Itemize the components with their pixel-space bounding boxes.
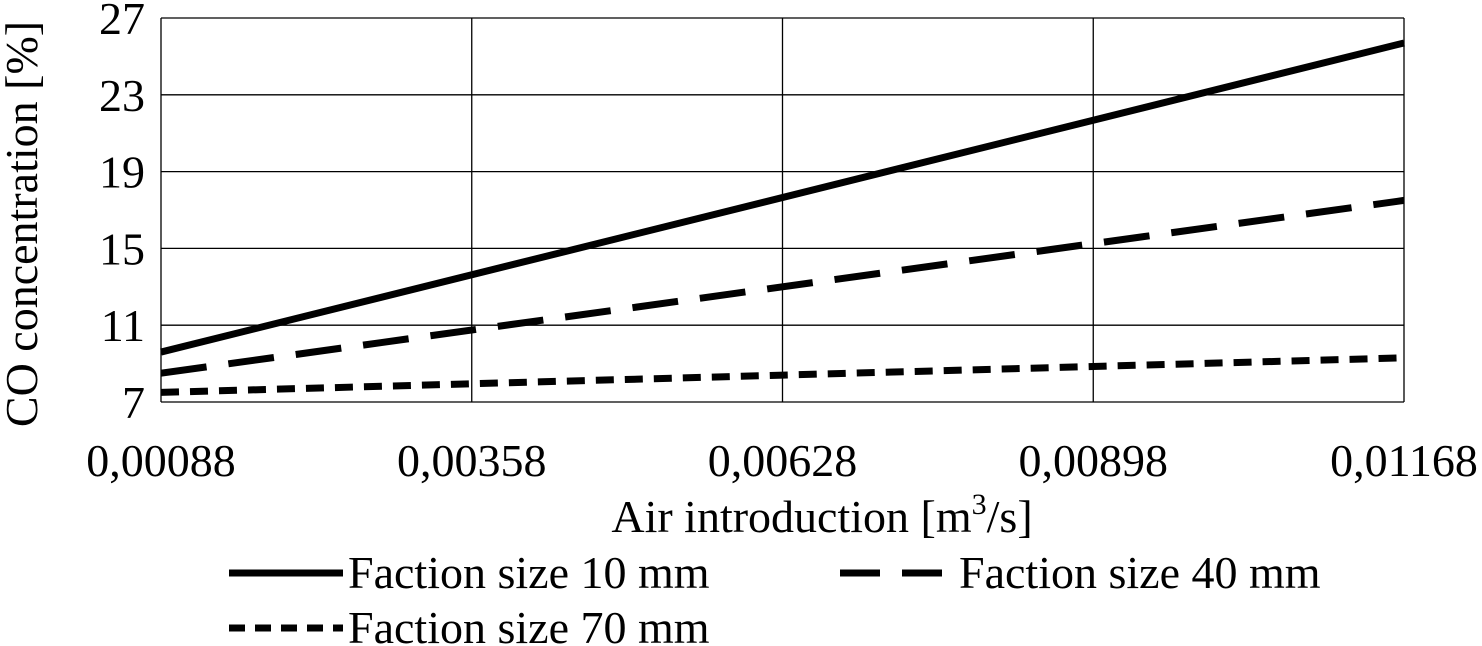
x-axis-title-suffix: /s] bbox=[987, 491, 1033, 542]
y-axis-title: CO concentration [%] bbox=[0, 21, 47, 427]
x-tick-label: 0,00088 bbox=[86, 435, 236, 486]
x-axis-title: Air introduction [m3/s] bbox=[611, 488, 1032, 542]
x-tick-label: 0,00358 bbox=[397, 435, 547, 486]
x-axis-title-superscript: 3 bbox=[972, 488, 987, 521]
y-axis-ticks: 7 11 15 19 23 27 bbox=[99, 0, 145, 428]
legend-label-3: Faction size 70 mm bbox=[348, 602, 710, 646]
series-line-1 bbox=[160, 39, 1405, 356]
x-tick-label: 0,00898 bbox=[1019, 435, 1169, 486]
legend: Faction size 10 mm Faction size 40 mm Fact… bbox=[229, 547, 1321, 646]
y-tick-label: 7 bbox=[122, 377, 145, 428]
y-tick-label: 15 bbox=[99, 223, 145, 274]
series-lines bbox=[160, 39, 1405, 396]
y-tick-label: 11 bbox=[101, 300, 145, 351]
x-tick-label: 0,00628 bbox=[708, 435, 858, 486]
grid bbox=[160, 17, 1405, 403]
legend-label-1: Faction size 10 mm bbox=[348, 547, 710, 598]
series-line-3 bbox=[160, 354, 1405, 396]
x-axis-title-prefix: Air introduction [m bbox=[611, 491, 971, 542]
legend-label-2: Faction size 40 mm bbox=[959, 547, 1321, 598]
y-tick-label: 23 bbox=[99, 70, 145, 121]
series-line-2 bbox=[160, 196, 1405, 377]
x-axis-ticks: 0,00088 0,00358 0,00628 0,00898 0,01168 bbox=[86, 435, 1478, 486]
x-tick-label: 0,01168 bbox=[1330, 435, 1478, 486]
y-tick-label: 27 bbox=[99, 0, 145, 44]
y-tick-label: 19 bbox=[99, 147, 145, 198]
